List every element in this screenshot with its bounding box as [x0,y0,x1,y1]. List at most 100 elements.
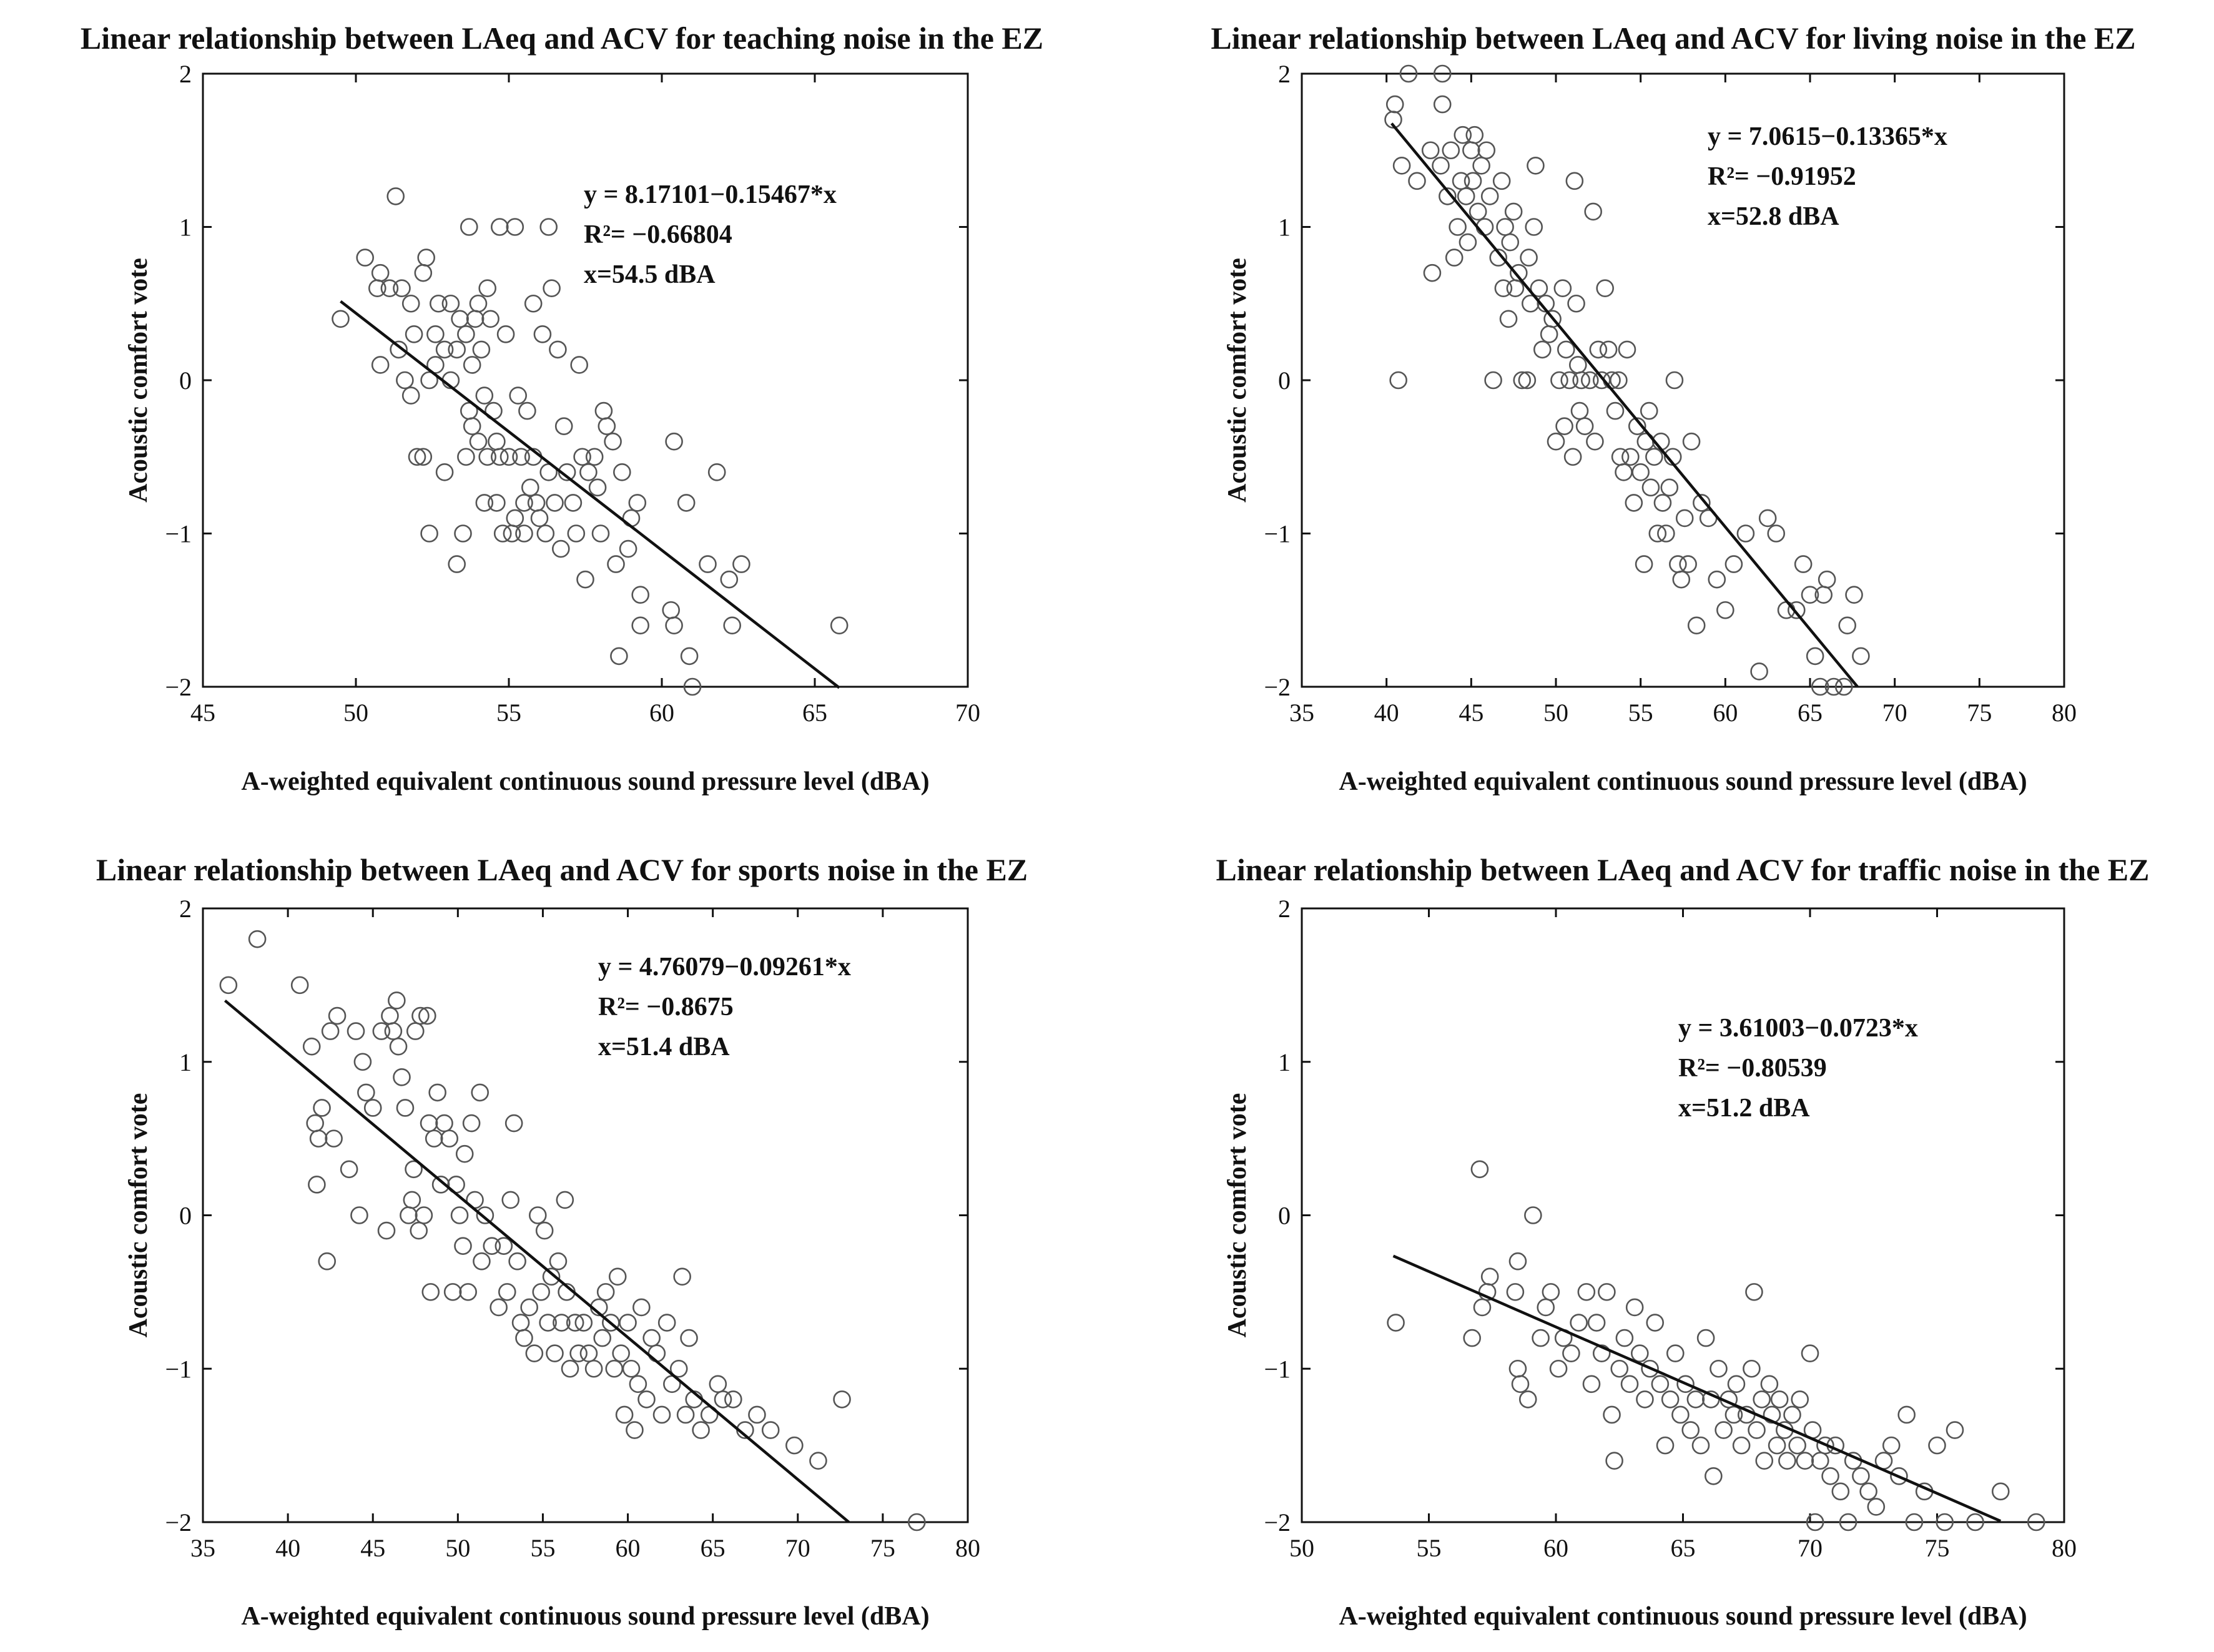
data-point [455,1144,474,1163]
data-point [1890,1467,1908,1485]
data-point [1693,494,1711,512]
data-point [1796,1452,1814,1470]
data-point [481,310,499,328]
regression-annotation: y = 3.61003−0.0723*x [1678,1014,1918,1043]
data-point [450,1206,469,1224]
data-point [1567,294,1585,313]
data-point [420,1114,438,1133]
x-tick-label: 75 [1925,1534,1950,1562]
data-point [785,1436,804,1455]
data-point [680,647,699,666]
data-point [748,1405,766,1424]
data-point [1620,1375,1639,1394]
plot-frame [202,72,969,688]
data-point [506,509,524,528]
data-point [637,1390,656,1409]
data-point [290,976,309,995]
chart-title: Linear relationship between LAeq and ACV… [96,852,1028,887]
data-point [454,524,472,543]
x-tick-label: 80 [955,1534,980,1562]
data-point [833,1390,851,1409]
x-tick-label: 65 [701,1534,726,1562]
data-point [1760,1375,1779,1394]
x-tick-label: 80 [2052,699,2077,727]
data-point [490,448,509,466]
data-point [535,1221,554,1240]
data-point [459,1283,477,1301]
regression-line [1390,122,1859,688]
data-point [1691,1436,1710,1455]
data-point [631,616,649,635]
data-point [1587,1314,1606,1332]
data-point [1615,1329,1634,1347]
data-point [328,1006,347,1025]
data-point [1801,1344,1819,1362]
data-point [615,1405,634,1424]
data-point [683,677,702,696]
data-point [1715,1421,1733,1439]
regression-annotation: x=51.4 dBA [598,1033,730,1061]
data-point [248,930,267,948]
data-point [1553,279,1572,298]
data-point [1665,371,1684,390]
data-point [612,1344,630,1362]
data-point [496,325,515,343]
data-point [393,279,411,298]
x-axis-label: A-weighted equivalent continuous sound p… [241,1602,929,1631]
data-point [325,1129,343,1148]
data-point [457,325,475,343]
data-point [673,1267,691,1286]
data-point [1669,555,1687,573]
data-point [576,570,594,589]
data-point [401,294,420,313]
data-point [1661,1390,1680,1409]
data-point [1724,555,1743,573]
data-point [429,294,448,313]
data-point [657,1314,676,1332]
data-point [669,1359,688,1378]
data-point [1557,340,1575,359]
data-point [1542,1283,1560,1301]
x-tick-label: 45 [360,1534,385,1562]
y-tick-label: 0 [1278,366,1291,395]
data-point [1852,647,1870,666]
x-tick-label: 75 [870,1534,895,1562]
data-point [665,616,683,635]
data-point [1859,1482,1877,1501]
data-point [488,432,506,451]
data-point [1508,1252,1527,1271]
data-point [1532,1329,1550,1347]
data-point [396,371,414,390]
data-point [302,1037,321,1056]
data-point [475,386,494,405]
data-point [830,616,849,635]
data-point [527,494,546,512]
y-axis-label: Acoustic comfort vote [124,258,153,503]
data-point [472,340,491,359]
data-point [515,494,533,512]
data-point [1421,141,1440,160]
data-point [1464,172,1482,190]
data-point [405,1160,423,1179]
data-point [435,1114,453,1133]
data-point [515,1329,533,1347]
data-point [1549,1359,1568,1378]
data-point [1631,463,1650,481]
data-point [549,340,567,359]
data-point [1442,141,1460,160]
data-point [1484,371,1502,390]
data-point [720,570,739,589]
data-point [1745,1283,1763,1301]
data-point [1489,248,1508,267]
data-point [401,386,420,405]
data-point [1580,371,1599,390]
data-point [306,1114,324,1133]
data-point [490,1298,508,1317]
x-tick-label: 75 [1967,699,1992,727]
data-point [521,478,539,497]
x-tick-label: 65 [1798,699,1823,727]
data-point [665,432,683,451]
data-point [1770,1390,1789,1409]
data-point [426,356,445,374]
data-point [1816,1436,1834,1455]
